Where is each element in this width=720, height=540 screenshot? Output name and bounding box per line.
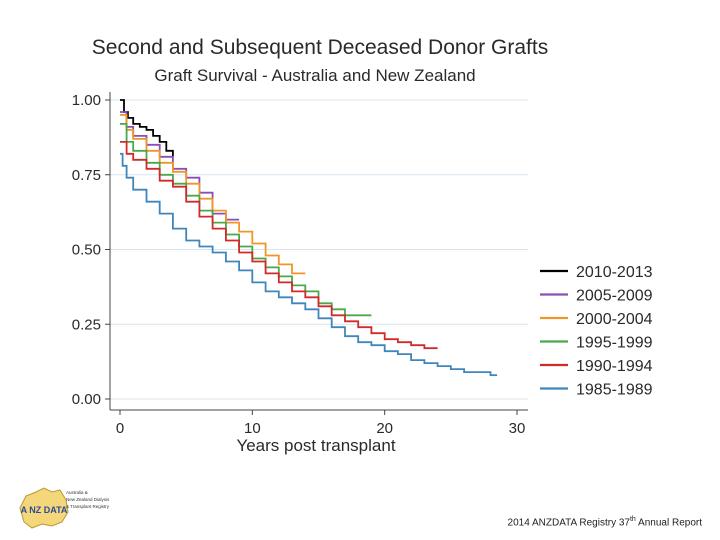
y-tick-label: 0.25 <box>72 316 101 333</box>
legend: 2010-2013 2005-2009 2000-2004 1995-1999 1990… <box>540 264 653 399</box>
legend-label: 2000-2004 <box>576 311 653 328</box>
footer-caption-pre: 2014 ANZDATA Registry 37 <box>507 517 630 529</box>
x-tick-label: 30 <box>509 420 526 437</box>
x-tick-label: 10 <box>244 420 261 437</box>
footer-caption-sup: th <box>629 516 636 523</box>
legend-label: 2010-2013 <box>576 264 653 281</box>
y-tick-label: 0.50 <box>72 242 101 259</box>
y-tick-label: 0.00 <box>72 391 101 408</box>
logo-line-1: Australia & <box>66 490 88 495</box>
logo-badge-text: A NZ DATA <box>21 505 68 515</box>
y-tick-label: 1.00 <box>72 92 101 109</box>
x-tick-label: 20 <box>376 420 393 437</box>
legend-label: 1985-1989 <box>576 382 653 399</box>
y-tick-label: 0.75 <box>72 167 101 184</box>
series-lines <box>120 99 498 376</box>
legend-label: 1995-1999 <box>576 335 653 352</box>
series-line-2010-2013 <box>120 99 174 157</box>
logo-line-3: & Transplant Registry <box>66 504 110 509</box>
footer-caption-post: Annual Report <box>635 517 702 529</box>
chart-title: Second and Subsequent Deceased Donor Gra… <box>91 36 549 59</box>
australia-map-icon <box>19 487 69 529</box>
chart-subtitle: Graft Survival - Australia and New Zeala… <box>154 66 476 85</box>
anzdata-logo: A NZ DATA Australia & New Zealand Dialys… <box>19 487 110 529</box>
legend-label: 1990-1994 <box>576 358 653 375</box>
logo-line-2: New Zealand Dialysis <box>66 497 110 502</box>
survival-chart: 0.00 0.25 0.50 0.75 1.00 0 10 20 30 2010-2013 200… <box>72 92 653 455</box>
legend-label: 2005-2009 <box>576 288 653 305</box>
footer-caption: 2014 ANZDATA Registry 37th Annual Report <box>508 516 702 528</box>
series-line-1990-1994 <box>120 141 438 350</box>
x-axis-label: Years post transplant <box>236 436 395 455</box>
axes: 0.00 0.25 0.50 0.75 1.00 0 10 20 30 <box>72 92 528 437</box>
grid-lines <box>110 99 528 400</box>
plot-area <box>110 92 528 410</box>
x-tick-label: 0 <box>116 420 124 437</box>
series-line-1985-1989 <box>120 152 498 376</box>
series-line-2000-2004 <box>120 114 306 275</box>
